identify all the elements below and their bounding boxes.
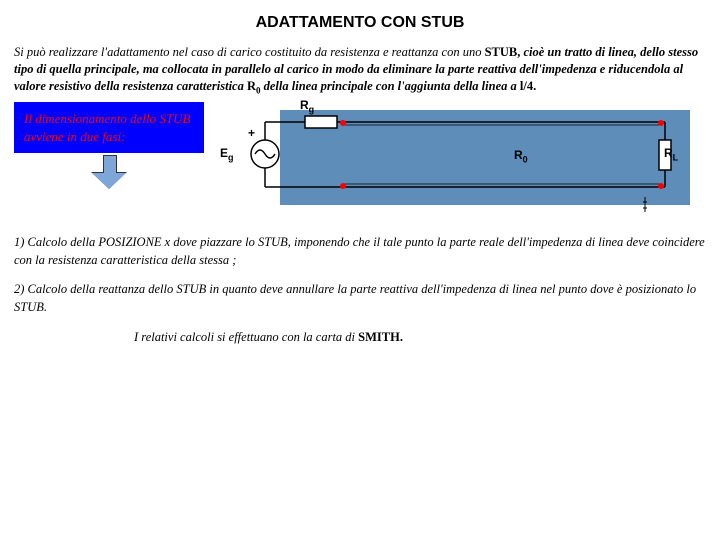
circuit-diagram: Rg + Eg R0 RL (214, 102, 706, 222)
label-eg: Eg (220, 146, 234, 162)
callout-wrap: Il dimensionamento dello STUB avviene in… (14, 102, 204, 189)
arrow-down-icon (92, 155, 126, 189)
rg-resistor (305, 116, 337, 128)
label-plus: + (248, 126, 255, 140)
label-rl: RL (664, 146, 678, 162)
page-title: ADATTAMENTO CON STUB (14, 14, 706, 32)
closing-line: I relativi calcoli si effettuano con la … (134, 330, 706, 345)
step-2: 2) Calcolo della reattanza dello STUB in… (14, 281, 706, 316)
node-icon (658, 183, 664, 189)
node-icon (658, 120, 664, 126)
callout-box: Il dimensionamento dello STUB avviene in… (14, 102, 204, 153)
mid-row: Il dimensionamento dello STUB avviene in… (14, 102, 706, 222)
node-icon (340, 183, 346, 189)
node-icon (340, 120, 346, 126)
step-1: 1) Calcolo della POSIZIONE x dove piazza… (14, 234, 706, 269)
label-rg: Rg (300, 98, 314, 114)
label-r0: R0 (514, 148, 528, 164)
intro-paragraph: Si può realizzare l'adattamento nel caso… (14, 44, 706, 96)
